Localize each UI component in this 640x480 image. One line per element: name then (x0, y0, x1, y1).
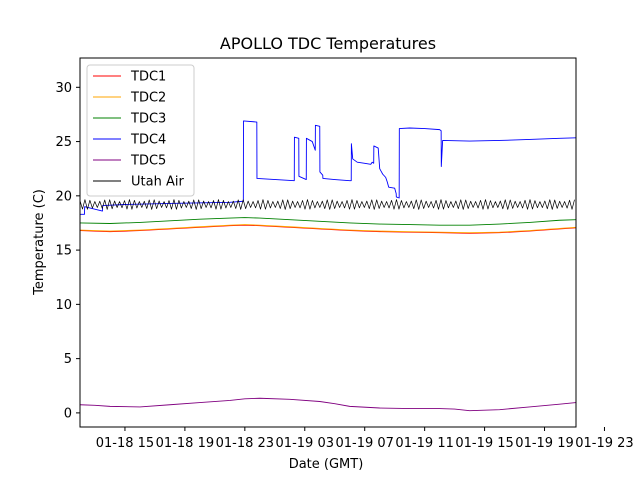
y-tick-label: 20 (55, 189, 72, 204)
legend-label-tdc2: TDC2 (130, 91, 166, 106)
legend-label-tdc4: TDC4 (130, 133, 166, 148)
legend-label-utah-air: Utah Air (131, 175, 184, 190)
series-line-tdc1 (79, 224, 577, 234)
y-tick-label: 0 (64, 406, 72, 421)
x-tick-label: 01-19 03 (276, 436, 334, 451)
chart-title: APOLLO TDC Temperatures (220, 34, 436, 53)
y-axis-label: Temperature (C) (32, 189, 47, 296)
x-tick-label: 01-18 19 (156, 436, 214, 451)
series-line-tdc3 (79, 217, 577, 226)
x-axis-label: Date (GMT) (289, 457, 364, 472)
y-tick-label: 30 (55, 81, 72, 96)
y-tick-label: 25 (55, 135, 72, 150)
legend-label-tdc3: TDC3 (130, 112, 166, 127)
series-line-tdc2 (79, 224, 577, 234)
x-tick-label: 01-19 07 (335, 436, 393, 451)
series-line-utah-air (79, 199, 575, 210)
plot-frame (79, 57, 577, 428)
series-line-tdc4 (80, 120, 577, 215)
x-axis: 01-18 15 01-18 19 01-18 23 01-19 03 01-19 07… (96, 427, 634, 451)
legend-label-tdc5: TDC5 (130, 154, 166, 169)
x-tick-label: 01-19 15 (455, 436, 513, 451)
series-line-tdc5 (79, 397, 577, 412)
x-tick-label: 01-19 19 (515, 436, 573, 451)
legend-box (86, 64, 195, 197)
x-tick-label: 01-19 11 (395, 436, 453, 451)
series-layer (79, 120, 577, 412)
x-tick-label: 01-19 23 (575, 436, 633, 451)
legend-label-tdc1: TDC1 (130, 70, 166, 85)
legend: TDC1 TDC2 TDC3 TDC4 TDC5 Utah Air (86, 64, 195, 197)
y-tick-label: 15 (55, 244, 72, 259)
x-tick-label: 01-18 23 (216, 436, 274, 451)
y-tick-label: 10 (55, 298, 72, 313)
x-tick-label: 01-18 15 (96, 436, 154, 451)
y-axis: 0 5 10 15 20 25 30 (55, 81, 80, 421)
y-tick-label: 5 (64, 352, 72, 367)
